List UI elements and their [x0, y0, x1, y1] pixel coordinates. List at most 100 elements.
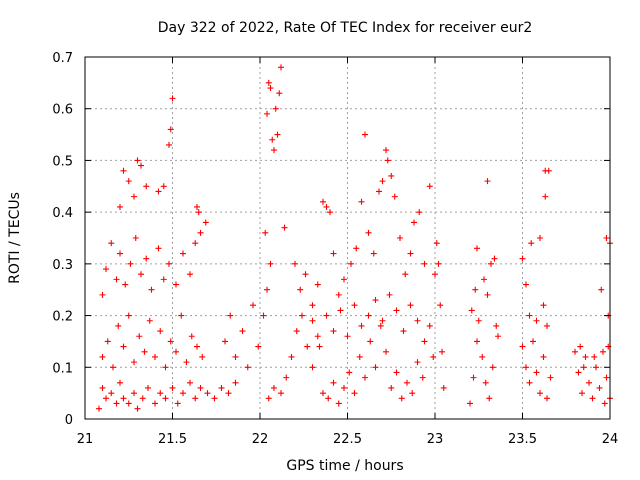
x-tick-label: 21.5 [158, 432, 187, 447]
data-point [330, 328, 337, 335]
data-point [113, 276, 120, 283]
data-point [103, 395, 109, 402]
data-point [152, 400, 158, 407]
data-point [309, 364, 316, 371]
data-point [383, 147, 389, 154]
data-point [479, 353, 486, 360]
data-point [330, 379, 337, 386]
data-point [404, 379, 410, 386]
data-point [426, 183, 433, 190]
data-point [475, 317, 482, 324]
data-point [292, 260, 298, 267]
data-point [377, 322, 384, 329]
data-point [314, 281, 321, 288]
data-point [544, 395, 550, 402]
data-point [134, 405, 141, 412]
y-tick-label: 0 [65, 413, 73, 428]
data-point [586, 379, 592, 386]
data-point [227, 312, 234, 319]
grid-lines [85, 57, 610, 419]
data-point [180, 250, 186, 257]
data-point [348, 260, 354, 267]
data-point [320, 390, 326, 397]
data-point [120, 343, 127, 350]
data-point [526, 379, 533, 386]
data-point [472, 286, 479, 293]
data-point [486, 395, 493, 402]
data-point [169, 95, 176, 102]
data-point [281, 224, 288, 231]
data-point [187, 379, 193, 386]
data-point [152, 353, 158, 360]
y-axis-ticks: 0 0.1 0.2 0.3 0.4 0.5 0.6 0.7 [52, 51, 610, 428]
data-point [589, 395, 596, 402]
data-point [414, 317, 421, 324]
data-point [131, 193, 137, 200]
data-point [99, 291, 106, 298]
data-point [178, 312, 185, 319]
data-point [141, 348, 148, 355]
data-point [325, 395, 332, 402]
data-point [276, 90, 283, 97]
data-point [143, 255, 150, 262]
data-point [244, 364, 251, 371]
x-tick-label: 24 [602, 432, 619, 447]
data-point [491, 255, 498, 262]
data-point [372, 364, 379, 371]
y-tick-label: 0.7 [52, 51, 73, 66]
data-point [139, 395, 146, 402]
data-point [372, 297, 379, 304]
data-point [435, 260, 442, 267]
data-point [309, 317, 316, 324]
data-point [484, 291, 491, 298]
data-point [474, 338, 480, 345]
data-point [267, 85, 274, 92]
data-point [180, 390, 186, 397]
data-point [542, 193, 549, 200]
data-point [367, 338, 374, 345]
data-point [414, 359, 421, 366]
data-point [362, 374, 368, 381]
data-point [579, 390, 585, 397]
data-point [365, 312, 372, 319]
data-point [526, 312, 533, 319]
data-point [407, 302, 414, 309]
data-point [104, 338, 111, 345]
data-point [188, 333, 195, 340]
data-point [591, 353, 598, 360]
data-point [197, 384, 204, 391]
data-point [495, 333, 501, 340]
data-point [537, 390, 543, 397]
data-point [99, 384, 106, 391]
data-point [262, 229, 269, 236]
data-point [388, 172, 395, 179]
data-point [397, 235, 403, 241]
data-point [432, 271, 438, 278]
x-tick-label: 23.5 [508, 432, 537, 447]
data-point [293, 328, 300, 335]
data-point [239, 328, 246, 335]
data-point [351, 390, 358, 397]
chart-title: Day 322 of 2022, Rate Of TEC Index for r… [158, 20, 533, 36]
data-point [169, 384, 176, 391]
data-point [335, 291, 342, 298]
data-point [603, 374, 610, 381]
data-point [278, 390, 284, 397]
data-point [358, 198, 365, 205]
data-point [488, 260, 494, 267]
data-point [138, 271, 144, 278]
data-point [528, 240, 535, 247]
data-point [120, 167, 127, 174]
data-point [197, 229, 204, 236]
data-point [269, 136, 276, 143]
data-point [384, 157, 391, 164]
data-point [577, 343, 584, 350]
data-point [391, 193, 398, 200]
data-point [183, 359, 190, 366]
data-point [232, 379, 239, 386]
data-point [419, 374, 426, 381]
data-point [155, 188, 162, 195]
data-point [267, 260, 274, 267]
data-point [204, 390, 211, 397]
data-point [379, 317, 386, 324]
